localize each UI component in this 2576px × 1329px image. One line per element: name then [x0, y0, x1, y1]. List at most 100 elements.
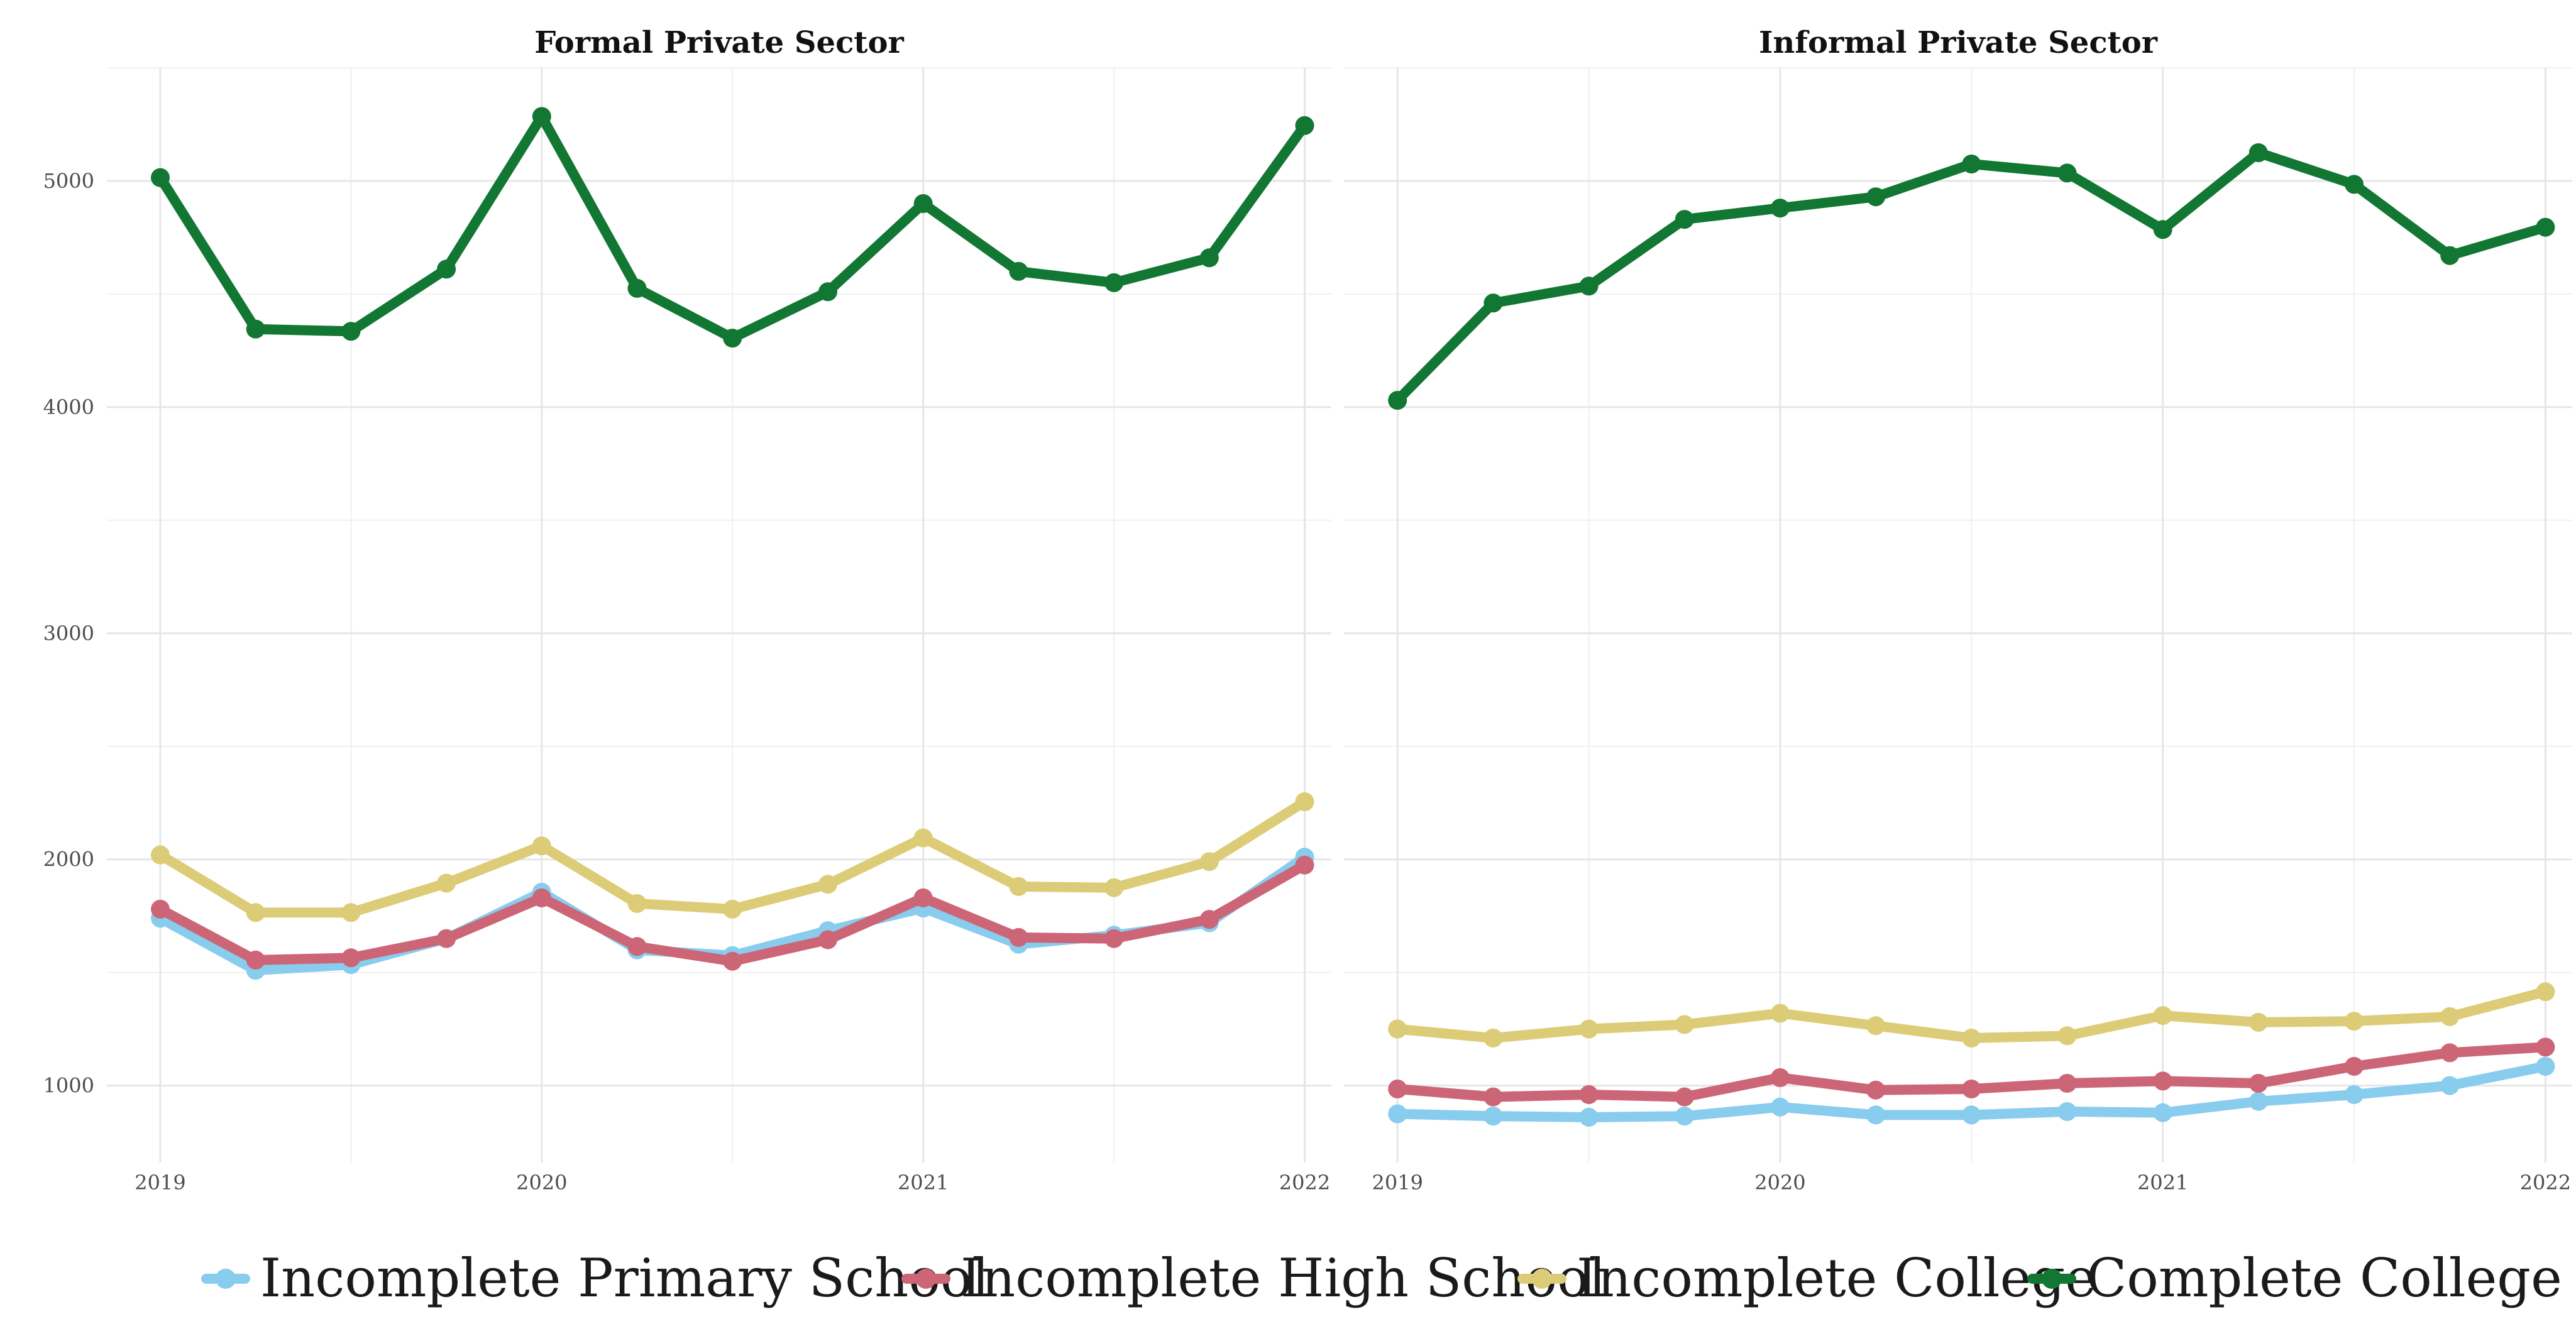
- y-tick-label: 2000: [43, 848, 94, 872]
- data-point: [1962, 1080, 1981, 1098]
- data-point: [246, 903, 265, 922]
- data-point: [1388, 1019, 1407, 1039]
- series-complete-college: [1388, 143, 2555, 410]
- data-point: [2153, 1071, 2172, 1091]
- panel-title: Informal Private Sector: [1759, 25, 2158, 60]
- data-point: [627, 937, 647, 956]
- data-point: [532, 107, 551, 126]
- legend-key-point: [1532, 1269, 1552, 1289]
- data-point: [2536, 1057, 2555, 1076]
- data-point: [1962, 1105, 1981, 1125]
- data-point: [246, 319, 265, 339]
- data-point: [2153, 1103, 2172, 1122]
- data-point: [1770, 199, 1790, 218]
- data-point: [2057, 1074, 2077, 1093]
- data-point: [532, 836, 551, 856]
- y-tick-label: 3000: [43, 621, 94, 645]
- x-axis: 2019 2020 2021 2022: [135, 1171, 1330, 1195]
- data-point: [2440, 1076, 2460, 1095]
- panel-title: Formal Private Sector: [534, 25, 904, 60]
- data-point: [1009, 927, 1028, 947]
- data-point: [2440, 246, 2460, 265]
- data-point: [1866, 187, 1886, 207]
- data-point: [1962, 1029, 1981, 1047]
- series-incomplete-high-school: [1388, 1037, 2555, 1107]
- data-point: [1770, 1004, 1790, 1023]
- data-point: [341, 903, 361, 922]
- y-tick-label: 5000: [43, 169, 94, 193]
- x-tick-label: 2019: [1372, 1171, 1423, 1195]
- data-point: [1009, 261, 1028, 281]
- legend-label: Incomplete High School: [960, 1247, 1605, 1309]
- series-complete-college: [151, 107, 1314, 348]
- data-point: [1295, 792, 1314, 811]
- x-tick-label: 2019: [135, 1171, 185, 1195]
- legend-label: Complete College: [2086, 1247, 2562, 1309]
- data-point: [2536, 1037, 2555, 1057]
- data-point: [2153, 1006, 2172, 1025]
- data-point: [1770, 1097, 1790, 1117]
- legend-label: Incomplete College: [1577, 1247, 2096, 1309]
- data-point: [1199, 910, 1219, 929]
- data-point: [151, 168, 170, 187]
- data-point: [2057, 163, 2077, 183]
- data-point: [1866, 1016, 1886, 1036]
- series-incomplete-college: [151, 792, 1314, 922]
- legend-key-point: [216, 1269, 236, 1289]
- data-point: [913, 828, 933, 848]
- data-point: [2440, 1043, 2460, 1063]
- data-point: [151, 845, 170, 865]
- data-point: [1770, 1068, 1790, 1087]
- data-point: [2248, 143, 2268, 162]
- x-axis: 2019 2020 2021 2022: [1372, 1171, 2572, 1195]
- data-point: [2057, 1102, 2077, 1121]
- legend-key-point: [916, 1269, 936, 1289]
- data-point: [1388, 1104, 1407, 1124]
- data-point: [1199, 248, 1219, 268]
- data-point: [913, 194, 933, 213]
- data-point: [1579, 1085, 1599, 1104]
- data-point: [151, 899, 170, 919]
- data-point: [2248, 1091, 2268, 1111]
- panel-informal: Informal Private Sector 2019 2020 2021 2022: [1344, 25, 2572, 1195]
- data-point: [2440, 1007, 2460, 1026]
- data-point: [437, 260, 456, 279]
- legend-item-incomplete-college: Incomplete College: [1517, 1247, 2096, 1309]
- data-point: [818, 930, 837, 949]
- data-point: [1104, 273, 1124, 292]
- data-point: [1295, 855, 1314, 875]
- y-axis: 1000 2000 3000 4000 5000: [43, 169, 94, 1098]
- series-incomplete-high-school: [151, 855, 1314, 971]
- x-tick-label: 2022: [1279, 1171, 1330, 1195]
- data-point: [1675, 1087, 1694, 1107]
- data-point: [2153, 220, 2172, 239]
- series-incomplete-college: [1388, 982, 2555, 1047]
- legend-key-point: [2042, 1269, 2062, 1289]
- data-point: [818, 875, 837, 894]
- data-point: [1483, 1087, 1503, 1107]
- data-point: [1675, 210, 1694, 229]
- data-point: [818, 282, 837, 302]
- series-incomplete-primary-school: [1388, 1057, 2555, 1127]
- data-point: [1104, 929, 1124, 948]
- data-point: [2536, 982, 2555, 1002]
- data-point: [2248, 1074, 2268, 1093]
- data-point: [913, 888, 933, 907]
- data-point: [437, 873, 456, 893]
- y-tick-label: 4000: [43, 395, 94, 419]
- data-point: [2345, 1057, 2364, 1076]
- data-point: [1675, 1107, 1694, 1126]
- data-point: [341, 322, 361, 341]
- data-point: [2536, 217, 2555, 237]
- data-point: [627, 278, 647, 298]
- data-point: [1388, 1080, 1407, 1098]
- data-point: [1866, 1080, 1886, 1100]
- x-tick-label: 2021: [2137, 1171, 2188, 1195]
- x-tick-label: 2020: [1754, 1171, 1805, 1195]
- data-point: [2248, 1012, 2268, 1032]
- data-point: [1675, 1015, 1694, 1034]
- data-point: [2345, 1085, 2364, 1104]
- x-tick-label: 2020: [516, 1171, 567, 1195]
- data-point: [1866, 1105, 1886, 1125]
